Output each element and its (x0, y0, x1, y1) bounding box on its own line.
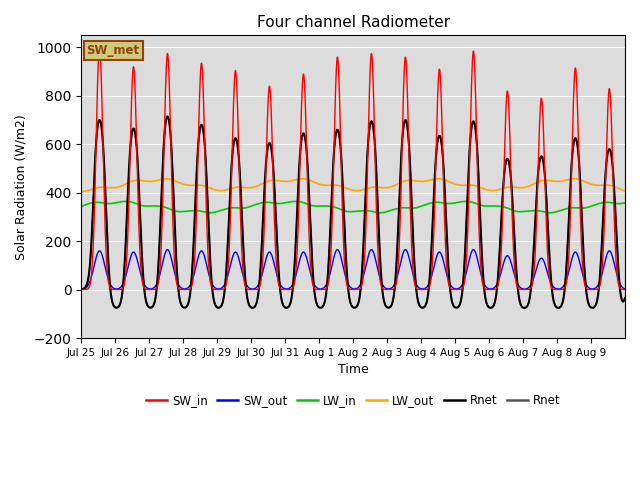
SW_out (275, 276, 282, 282)
Rnet (275, 260, 282, 266)
SW_in (481, 286, 488, 291)
LW_in (275, 201, 282, 206)
SW_in (509, 246, 517, 252)
Rnet (399, 128, 407, 133)
Rnet (77, 287, 85, 292)
LW_out (509, 184, 517, 190)
LW_out (77, 189, 85, 194)
Rnet (481, 288, 488, 294)
Rnet (509, 216, 517, 222)
LW_in (399, 205, 407, 211)
SW_out (621, 286, 629, 292)
LW_in (462, 199, 470, 204)
LW_out (621, 188, 629, 194)
SW_in (275, 279, 282, 285)
Y-axis label: Solar Radiation (W/m2): Solar Radiation (W/m2) (15, 114, 28, 260)
Rnet (77, 287, 85, 292)
Rnet (164, 114, 172, 120)
LW_out (163, 176, 170, 181)
Rnet (423, 299, 431, 305)
Rnet (509, 216, 517, 222)
Rnet (105, 261, 113, 266)
LW_in (207, 210, 214, 216)
SW_out (399, 251, 407, 256)
LW_out (105, 185, 113, 191)
SW_in (423, 287, 431, 292)
SW_in (95, 45, 103, 50)
Rnet (275, 260, 282, 266)
LW_in (77, 204, 85, 210)
Rnet (520, 305, 528, 311)
Rnet (520, 305, 528, 311)
SW_in (621, 287, 629, 292)
LW_out (399, 179, 407, 184)
Title: Four channel Radiometer: Four channel Radiometer (257, 15, 450, 30)
X-axis label: Time: Time (338, 363, 369, 376)
SW_out (164, 247, 172, 252)
Rnet (423, 299, 431, 305)
LW_in (509, 208, 517, 214)
Line: Rnet: Rnet (81, 117, 625, 308)
LW_out (481, 186, 488, 192)
LW_out (423, 178, 431, 184)
SW_in (77, 287, 85, 292)
Rnet (621, 295, 629, 301)
LW_in (105, 201, 113, 206)
LW_in (481, 203, 488, 209)
LW_in (423, 201, 431, 207)
Rnet (105, 261, 113, 266)
SW_out (509, 268, 517, 274)
SW_in (399, 106, 407, 111)
SW_in (105, 280, 113, 286)
Rnet (399, 128, 407, 133)
Rnet (481, 288, 488, 294)
Line: SW_in: SW_in (81, 48, 625, 289)
SW_out (481, 282, 488, 288)
Legend: SW_in, SW_out, LW_in, LW_out, Rnet, Rnet: SW_in, SW_out, LW_in, LW_out, Rnet, Rnet (141, 389, 565, 412)
LW_in (621, 200, 629, 206)
SW_out (77, 287, 85, 292)
Line: Rnet: Rnet (81, 117, 625, 308)
Rnet (621, 295, 629, 301)
LW_out (275, 178, 282, 183)
Line: LW_out: LW_out (81, 179, 625, 192)
SW_out (105, 277, 113, 283)
SW_out (423, 284, 431, 290)
Line: LW_in: LW_in (81, 202, 625, 213)
Rnet (164, 114, 172, 120)
Text: SW_met: SW_met (86, 45, 140, 58)
Line: SW_out: SW_out (81, 250, 625, 289)
